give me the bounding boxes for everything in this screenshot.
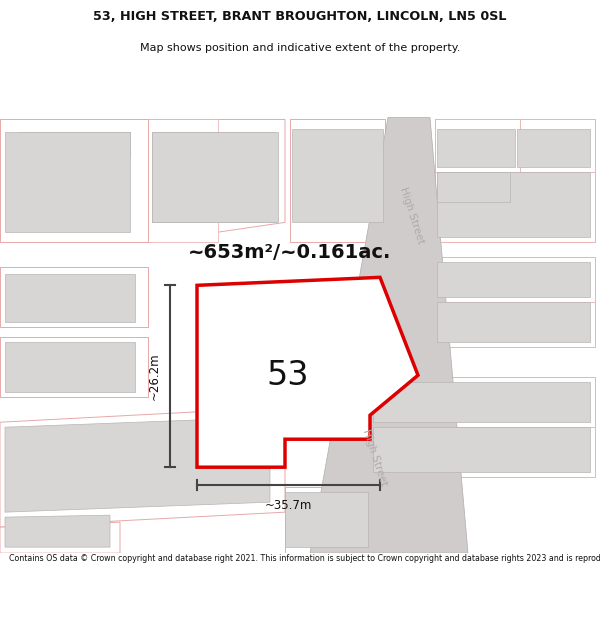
Polygon shape xyxy=(437,173,510,203)
Polygon shape xyxy=(5,274,135,322)
Text: ~26.2m: ~26.2m xyxy=(148,352,161,400)
Polygon shape xyxy=(370,428,595,477)
Text: High Street: High Street xyxy=(398,186,426,245)
Polygon shape xyxy=(18,132,130,158)
Text: ~653m²/~0.161ac.: ~653m²/~0.161ac. xyxy=(188,243,392,262)
Text: High Street: High Street xyxy=(361,428,389,487)
Polygon shape xyxy=(435,119,520,172)
Polygon shape xyxy=(152,132,275,222)
Polygon shape xyxy=(373,382,590,423)
Polygon shape xyxy=(373,428,590,472)
Polygon shape xyxy=(437,262,590,298)
Polygon shape xyxy=(370,378,595,477)
Polygon shape xyxy=(148,119,285,242)
Polygon shape xyxy=(435,302,595,348)
Text: Contains OS data © Crown copyright and database right 2021. This information is : Contains OS data © Crown copyright and d… xyxy=(9,554,600,563)
Polygon shape xyxy=(437,173,590,238)
Polygon shape xyxy=(152,132,278,222)
Polygon shape xyxy=(437,129,515,168)
Text: 53, HIGH STREET, BRANT BROUGHTON, LINCOLN, LN5 0SL: 53, HIGH STREET, BRANT BROUGHTON, LINCOL… xyxy=(93,11,507,23)
Polygon shape xyxy=(0,119,148,242)
Polygon shape xyxy=(18,168,80,228)
Polygon shape xyxy=(517,129,590,168)
Polygon shape xyxy=(5,418,270,512)
Polygon shape xyxy=(435,119,595,242)
Polygon shape xyxy=(388,119,460,553)
Polygon shape xyxy=(285,487,370,553)
Polygon shape xyxy=(197,278,418,468)
Polygon shape xyxy=(5,515,110,547)
Polygon shape xyxy=(435,173,595,242)
Polygon shape xyxy=(310,118,468,553)
Polygon shape xyxy=(212,301,365,423)
Polygon shape xyxy=(290,119,385,242)
Polygon shape xyxy=(0,522,120,553)
Polygon shape xyxy=(370,378,595,428)
Polygon shape xyxy=(5,132,130,232)
Text: Map shows position and indicative extent of the property.: Map shows position and indicative extent… xyxy=(140,43,460,53)
Polygon shape xyxy=(0,338,148,398)
Polygon shape xyxy=(285,492,368,547)
Polygon shape xyxy=(152,132,212,222)
Text: ~35.7m: ~35.7m xyxy=(265,499,312,512)
Polygon shape xyxy=(435,258,595,348)
Polygon shape xyxy=(435,258,595,302)
Polygon shape xyxy=(0,408,285,527)
Polygon shape xyxy=(0,268,148,328)
Polygon shape xyxy=(5,342,135,392)
Polygon shape xyxy=(437,302,590,343)
Text: 53: 53 xyxy=(267,359,309,392)
Polygon shape xyxy=(148,119,218,242)
Polygon shape xyxy=(292,129,383,222)
Polygon shape xyxy=(520,119,595,172)
